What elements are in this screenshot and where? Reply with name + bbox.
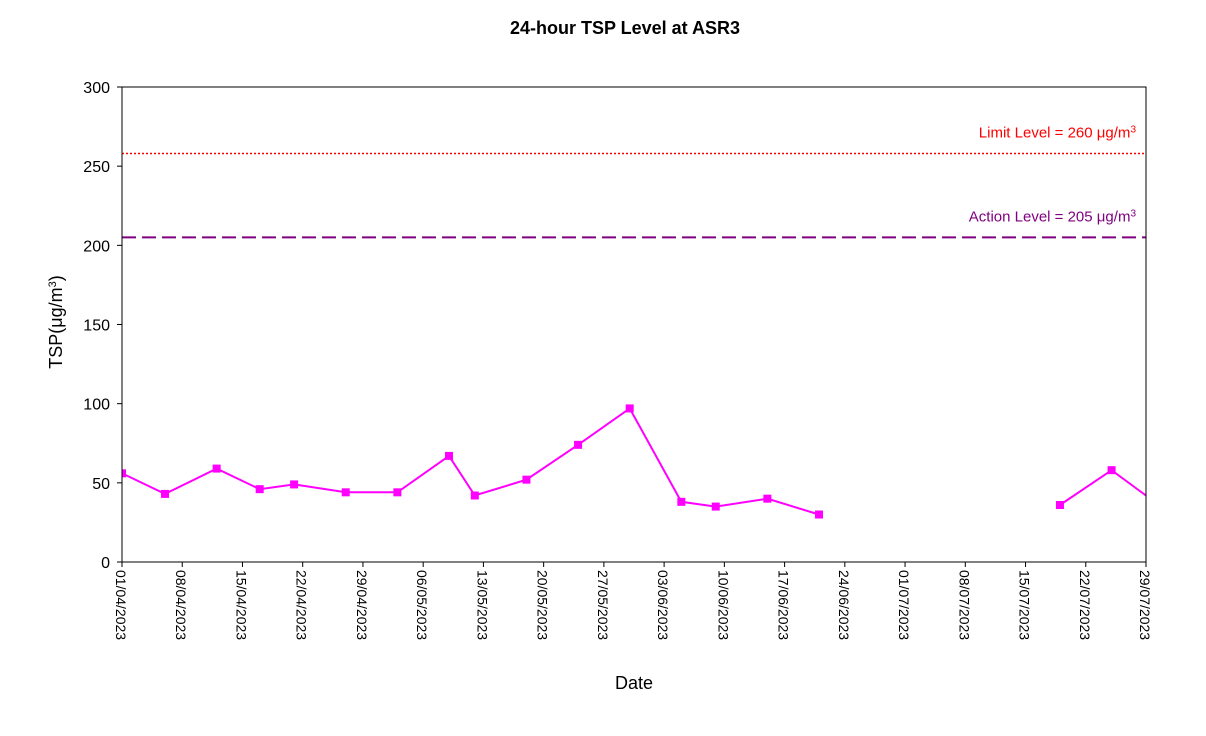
y-tick-label: 150 — [83, 318, 110, 335]
y-tick-label: 100 — [83, 397, 110, 414]
y-axis: 0 50 100 150 200 250 300 — [83, 80, 122, 572]
x-tick-label: 29/04/2023 — [354, 570, 370, 640]
data-point — [574, 440, 583, 449]
data-point — [1107, 466, 1116, 475]
x-tick-label: 27/05/2023 — [595, 570, 611, 640]
data-point — [122, 469, 126, 478]
data-point — [1159, 504, 1167, 512]
y-tick-label: 200 — [83, 238, 110, 255]
action-level-label: Action Level = 205 μg/m3 — [969, 208, 1137, 226]
y-tick-label: 250 — [83, 159, 110, 176]
x-tick-label: 22/07/2023 — [1077, 570, 1093, 640]
x-tick-label: 08/04/2023 — [173, 570, 189, 640]
x-tick-label: 22/04/2023 — [294, 570, 310, 640]
data-point — [470, 491, 479, 500]
chart-title: 24-hour TSP Level at ASR3 — [510, 18, 740, 38]
data-point — [763, 494, 772, 503]
plot-area — [121, 86, 1147, 563]
series-line — [1059, 468, 1146, 506]
x-tick-label: 01/07/2023 — [896, 570, 912, 640]
x-axis-label: Date — [615, 673, 653, 693]
y-axis-label-unit: μg/m — [46, 287, 66, 327]
series-line — [122, 406, 820, 516]
data-point — [625, 404, 634, 413]
series-layer — [122, 404, 1167, 519]
y-axis-label-sup: 3 — [47, 281, 59, 287]
data-point — [1055, 501, 1064, 509]
y-tick-label: 300 — [83, 80, 110, 97]
y-axis-label: TSP(μg/m3) — [46, 275, 66, 369]
x-tick-label: 13/05/2023 — [474, 570, 490, 640]
x-tick-label: 24/06/2023 — [836, 570, 852, 640]
y-axis-label-main: TSP( — [46, 328, 66, 369]
x-tick-label: 06/05/2023 — [414, 570, 430, 640]
x-tick-label: 08/07/2023 — [956, 570, 972, 640]
data-point — [341, 488, 350, 497]
action-level-label-sup: 3 — [1130, 208, 1136, 219]
x-tick-label: 17/06/2023 — [776, 570, 792, 640]
y-tick-label: 50 — [92, 476, 110, 493]
limit-level-label-sup: 3 — [1130, 124, 1136, 135]
data-point — [522, 475, 531, 484]
data-point — [212, 464, 221, 473]
y-tick-label: 0 — [101, 555, 110, 572]
x-tick-label: 10/06/2023 — [715, 570, 731, 640]
data-point — [290, 480, 299, 489]
data-point — [255, 485, 264, 494]
data-point — [815, 510, 824, 519]
data-point — [161, 489, 170, 498]
limit-level-label-text: Limit Level = 260 μg/m — [979, 125, 1131, 142]
data-point — [677, 497, 686, 506]
data-point — [711, 502, 720, 511]
x-tick-label: 03/06/2023 — [655, 570, 671, 640]
x-axis: 01/04/2023 08/04/2023 15/04/2023 22/04/2023… — [113, 562, 1153, 640]
y-axis-label-close: ) — [46, 275, 66, 281]
x-tick-label: 15/04/2023 — [233, 570, 249, 640]
x-tick-label: 15/07/2023 — [1017, 570, 1033, 640]
x-tick-label: 29/07/2023 — [1137, 570, 1153, 640]
x-tick-label: 01/04/2023 — [113, 570, 129, 640]
action-level-label-text: Action Level = 205 μg/m — [969, 208, 1131, 225]
data-point — [393, 488, 402, 497]
limit-level-label: Limit Level = 260 μg/m3 — [979, 124, 1137, 142]
data-point — [444, 451, 453, 460]
x-tick-label: 20/05/2023 — [535, 570, 551, 640]
